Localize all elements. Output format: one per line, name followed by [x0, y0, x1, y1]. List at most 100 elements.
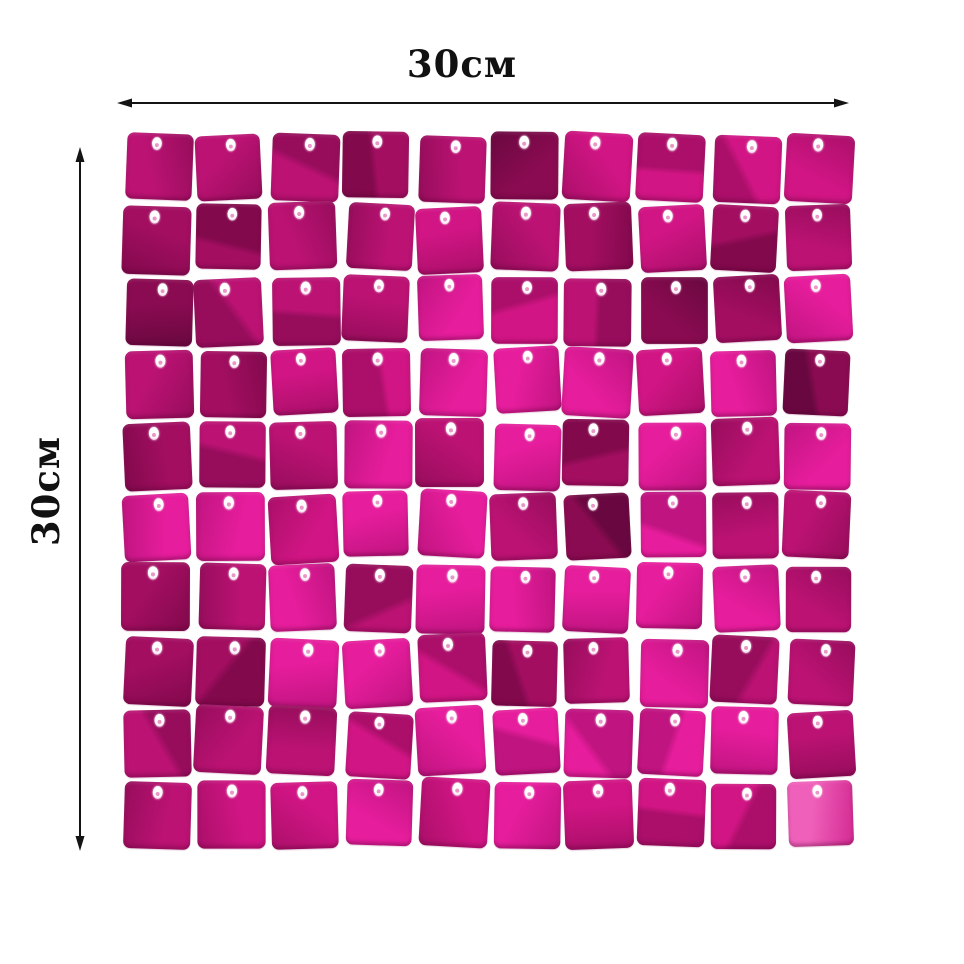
sequin: [195, 203, 262, 271]
sequin: [341, 490, 409, 558]
hanging-hole: [448, 352, 459, 367]
sequin: [709, 204, 779, 274]
hanging-hole: [152, 785, 163, 800]
sequin: [341, 131, 410, 199]
sequin: [640, 276, 708, 344]
hanging-hole: [811, 784, 822, 798]
hanging-hole: [297, 786, 309, 800]
sequin: [783, 132, 856, 205]
sequin: [636, 777, 707, 848]
hanging-hole: [147, 566, 158, 580]
sequin: [345, 778, 414, 847]
hanging-hole: [300, 281, 311, 295]
sequin: [637, 203, 707, 274]
sequin: [198, 562, 267, 631]
sequin: [195, 491, 265, 561]
sequin: [781, 489, 851, 560]
hanging-hole: [739, 209, 750, 223]
hanging-hole: [596, 282, 607, 297]
hanging-hole: [151, 137, 163, 151]
sequin: [121, 492, 192, 563]
hanging-hole: [666, 137, 678, 152]
hanging-hole: [810, 278, 822, 293]
hanging-hole: [445, 709, 457, 724]
hanging-hole: [662, 209, 674, 223]
sequin: [269, 347, 339, 416]
sequin: [192, 704, 264, 776]
hanging-hole: [811, 570, 821, 584]
hanging-hole: [664, 782, 676, 796]
sequin: [635, 562, 704, 630]
hanging-hole: [219, 282, 230, 297]
hanging-hole: [373, 783, 384, 797]
hanging-hole: [374, 642, 386, 657]
hanging-hole: [669, 713, 680, 727]
hanging-hole: [148, 210, 160, 224]
hanging-hole: [593, 351, 605, 366]
height-dimension-label: 30см: [24, 435, 68, 547]
hanging-hole: [154, 714, 165, 728]
hanging-hole: [589, 569, 600, 584]
sequin: [490, 131, 559, 200]
sequin: [268, 562, 338, 632]
sequin: [563, 708, 634, 780]
sequin: [563, 778, 635, 850]
sequin: [636, 707, 706, 777]
sequin: [268, 420, 339, 490]
sequin: [561, 130, 634, 203]
hanging-hole: [812, 714, 823, 729]
hanging-hole: [737, 711, 749, 725]
sequin-grid: [120, 130, 857, 852]
sequin: [710, 417, 781, 487]
hanging-hole: [522, 644, 533, 658]
sequin: [343, 563, 414, 634]
sequin: [343, 420, 413, 490]
sequin: [635, 132, 707, 204]
hanging-hole: [374, 568, 386, 583]
sequin: [493, 422, 562, 492]
hanging-hole: [443, 637, 455, 652]
sequin: [489, 491, 559, 561]
sequin: [192, 277, 264, 349]
hanging-hole: [661, 352, 673, 366]
hanging-hole: [589, 136, 601, 150]
sequin: [784, 203, 853, 271]
sequin: [787, 638, 856, 708]
sequin: [786, 709, 857, 779]
hanging-hole: [742, 787, 753, 801]
sequin: [490, 277, 558, 344]
sequin: [640, 491, 707, 557]
hanging-hole: [814, 353, 826, 367]
sequin: [563, 492, 632, 562]
hanging-hole: [670, 426, 681, 440]
hanging-hole: [439, 210, 451, 225]
hanging-hole: [372, 135, 383, 149]
hanging-hole: [229, 355, 240, 369]
hanging-hole: [223, 495, 235, 510]
hanging-hole: [592, 783, 604, 798]
sequin: [561, 419, 630, 487]
hanging-hole: [445, 494, 457, 508]
hanging-hole: [587, 423, 599, 437]
sequin: [417, 488, 488, 560]
sequin: [417, 632, 489, 703]
sequin: [123, 780, 193, 850]
hanging-hole: [520, 570, 531, 584]
hanging-hole: [372, 495, 383, 508]
sequin: [415, 563, 486, 635]
hanging-hole: [741, 421, 753, 436]
hanging-hole: [741, 496, 752, 510]
hanging-hole: [379, 207, 390, 221]
hanging-hole: [299, 709, 311, 724]
hanging-hole: [670, 280, 681, 294]
hanging-hole: [521, 281, 532, 295]
hanging-hole: [816, 427, 827, 441]
sequin: [786, 779, 855, 848]
sequin: [341, 347, 411, 417]
sequin: [561, 564, 631, 634]
sequin: [267, 493, 340, 566]
sequin: [124, 349, 195, 419]
sequin: [417, 134, 487, 204]
sequin: [493, 781, 562, 850]
hanging-hole: [518, 496, 529, 510]
